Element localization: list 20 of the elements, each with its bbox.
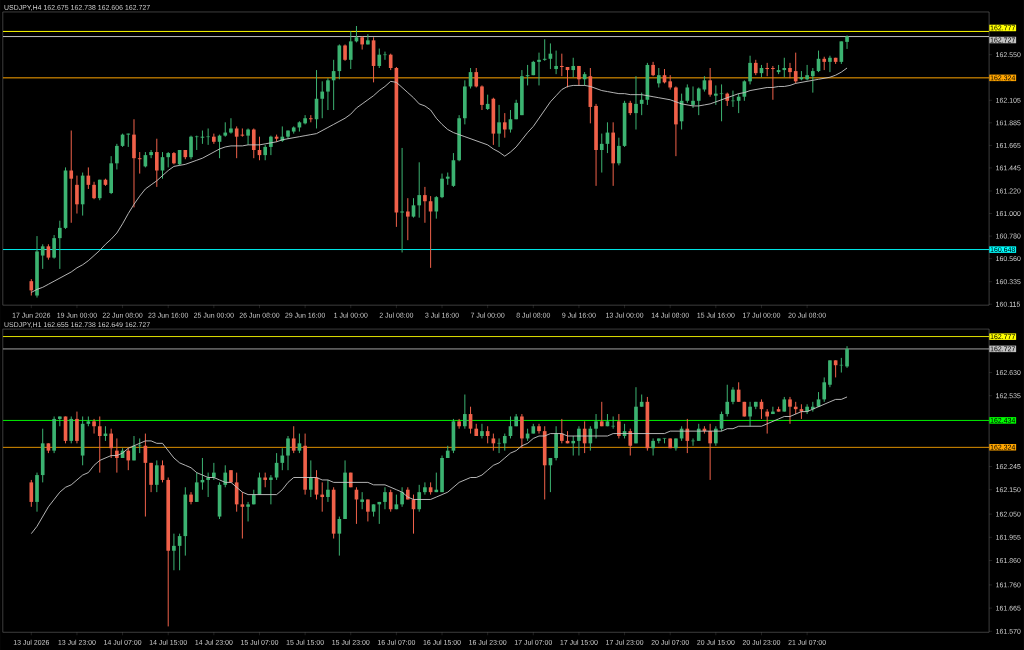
candlestick	[611, 415, 616, 430]
candlestick	[400, 147, 404, 253]
candlestick	[662, 437, 667, 444]
candlestick	[194, 135, 199, 151]
candlestick	[405, 197, 410, 241]
candlestick	[496, 437, 502, 454]
candlestick	[730, 89, 736, 108]
candlestick	[719, 83, 724, 122]
candlestick	[382, 51, 388, 61]
candlestick	[656, 437, 661, 444]
candlestick	[502, 112, 507, 139]
candlestick	[291, 125, 296, 134]
candlestick	[69, 129, 74, 224]
candlestick	[690, 437, 696, 447]
candlestick	[839, 357, 844, 373]
candlestick	[58, 415, 62, 427]
candlestick	[360, 491, 364, 510]
candlestick	[137, 437, 142, 454]
candlestick	[206, 127, 211, 146]
candlestick	[742, 401, 747, 417]
